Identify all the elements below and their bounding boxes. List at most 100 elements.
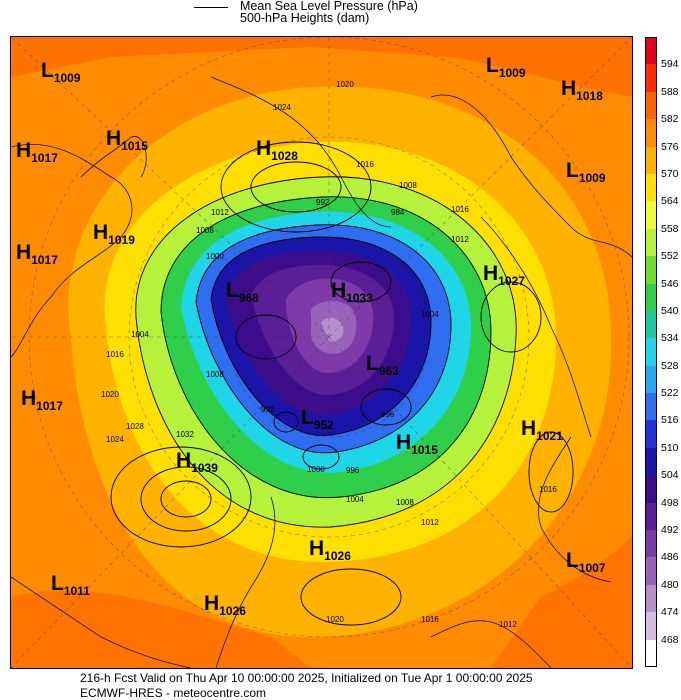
high-pressure-center: H1019 — [93, 221, 135, 247]
colorbar-tick-label: 582 — [661, 113, 679, 126]
low-pressure-center: L1007 — [566, 549, 606, 575]
high-pressure-center: H1028 — [256, 137, 298, 163]
model-source-text: ECMWF-HRES - meteocentre.com — [80, 686, 267, 700]
height-fill-layer — [11, 37, 632, 668]
colorbar-cell — [645, 639, 657, 668]
colorbar-tick-label: 558 — [661, 222, 679, 235]
low-pressure-center: L952 — [301, 406, 334, 432]
colorbar-tick-label: 492 — [661, 524, 679, 537]
low-pressure-center: L1009 — [486, 54, 526, 80]
high-pressure-center: H1017 — [21, 387, 63, 413]
isobar-value-label: 1008 — [399, 181, 417, 190]
isobar-value-label: 1012 — [499, 620, 517, 629]
high-pressure-center: H1039 — [176, 449, 218, 475]
isobar-value-label: 1028 — [126, 422, 144, 431]
colorbar-tick-label: 510 — [661, 441, 679, 454]
colorbar-cell — [645, 530, 657, 558]
high-pressure-center: H1015 — [396, 431, 438, 457]
high-pressure-center: H1021 — [521, 417, 563, 443]
high-pressure-center: H1026 — [309, 537, 351, 563]
contour-labels: 1020 1024 1016 1008 1012 1008 1000 992 984 1016 10… — [101, 80, 557, 629]
colorbar-cell — [645, 201, 657, 230]
high-pressure-center: H1018 — [561, 77, 603, 103]
colorbar-tick-label: 588 — [661, 85, 679, 98]
isobar-value-label: 1012 — [211, 208, 229, 217]
isobar-value-label: 1016 — [421, 615, 439, 624]
isobar-value-label: 1012 — [451, 235, 469, 244]
colorbar-cell — [645, 338, 657, 367]
graticule-lines — [11, 37, 632, 668]
map-legend: Mean Sea Level Pressure (hPa) 500-hPa He… — [190, 0, 510, 28]
isobar-value-label: 1020 — [336, 80, 354, 89]
colorbar-tick-label: 504 — [661, 469, 679, 482]
colorbar-cell — [645, 584, 657, 613]
colorbar-cell — [645, 475, 657, 504]
polar-map: 1020 1024 1016 1008 1012 1008 1000 992 984 1016 10… — [10, 36, 633, 669]
isobar-value-label: 1020 — [326, 615, 344, 624]
isobar-value-label: 996 — [346, 466, 360, 475]
colorbar-tick-label: 516 — [661, 414, 679, 427]
low-pressure-center: L1011 — [51, 572, 90, 598]
pressure-centers: L1009 L1009 H1018 H1017 H1015 H1028 L1009 H1019… — [16, 54, 606, 618]
isobar-value-label: 984 — [391, 208, 405, 217]
colorbar-tick-label: 534 — [661, 332, 679, 345]
colorbar-cell — [645, 91, 657, 120]
isobar-value-label: 992 — [316, 198, 330, 207]
isobar-value-label: 1032 — [176, 430, 194, 439]
isobar-value-label: 1024 — [273, 103, 291, 112]
coastlines — [11, 76, 632, 668]
forecast-valid-text: 216-h Fcst Valid on Thu Apr 10 00:00:00 … — [80, 671, 533, 685]
isobar-value-label: 1000 — [307, 465, 325, 474]
low-pressure-center: L1009 — [41, 59, 81, 85]
colorbar-tick-label: 498 — [661, 496, 679, 509]
colorbar-tick-label: 528 — [661, 359, 679, 372]
colorbar-cell — [645, 502, 657, 531]
colorbar-cell — [645, 119, 657, 148]
isobar-value-label: 1004 — [131, 330, 149, 339]
colorbar-tick-label: 480 — [661, 578, 679, 591]
isobar-value-label: 1008 — [196, 226, 214, 235]
isobar-value-label: 1008 — [206, 370, 224, 379]
colorbar-tick-label: 486 — [661, 551, 679, 564]
isobar-lines — [110, 141, 574, 626]
high-pressure-center: H1026 — [204, 592, 246, 618]
colorbar-tick-label: 570 — [661, 167, 679, 180]
colorbar-cell — [645, 365, 657, 394]
isobar-value-label: 1008 — [396, 498, 414, 507]
colorbar-tick-label: 546 — [661, 277, 679, 290]
colorbar-cell — [645, 228, 657, 257]
isobar-value-label: 1004 — [346, 495, 364, 504]
colorbar-tick-label: 540 — [661, 304, 679, 317]
isobar-value-label: 1000 — [206, 252, 224, 261]
high-pressure-center: H1017 — [16, 241, 58, 267]
isobar-value-label: 1016 — [106, 350, 124, 359]
map-svg: 1020 1024 1016 1008 1012 1008 1000 992 984 1016 10… — [11, 37, 632, 668]
isobar-value-label: 1016 — [451, 205, 469, 214]
colorbar-tick-label: 576 — [661, 140, 679, 153]
high-pressure-center: H1027 — [483, 262, 525, 288]
colorbar-cell — [645, 173, 657, 202]
isobar-value-label: 1016 — [356, 160, 374, 169]
colorbar-tick-label: 468 — [661, 633, 679, 646]
legend-heights-label: 500-hPa Heights (dam) — [240, 11, 370, 25]
colorbar-tick-label: 594 — [661, 58, 679, 71]
colorbar-cell — [645, 393, 657, 421]
isobar-value-label: 1024 — [106, 435, 124, 444]
high-pressure-center: H1015 — [106, 127, 148, 153]
isobar-line-sample — [194, 7, 228, 8]
legend-mslp-label: Mean Sea Level Pressure (hPa) — [240, 0, 418, 13]
colorbar-cell — [645, 256, 657, 285]
isobar-value-label: 1016 — [539, 485, 557, 494]
isobar-value-label: 1020 — [101, 390, 119, 399]
low-pressure-center: L1009 — [566, 159, 606, 185]
colorbar-cell — [645, 283, 657, 312]
colorbar-cell — [645, 146, 657, 175]
colorbar-cell — [645, 557, 657, 586]
colorbar-tick-label: 474 — [661, 606, 679, 619]
colorbar-cell — [645, 420, 657, 449]
high-pressure-center: H1017 — [16, 139, 58, 165]
colorbar-tick-label: 522 — [661, 387, 679, 400]
isobar-value-label: 996 — [381, 410, 395, 419]
colorbar-cell — [645, 37, 657, 65]
height-colorbar: 594 588 582 576 570 564 558 552 546 540 534 528 522 5… — [645, 37, 681, 668]
